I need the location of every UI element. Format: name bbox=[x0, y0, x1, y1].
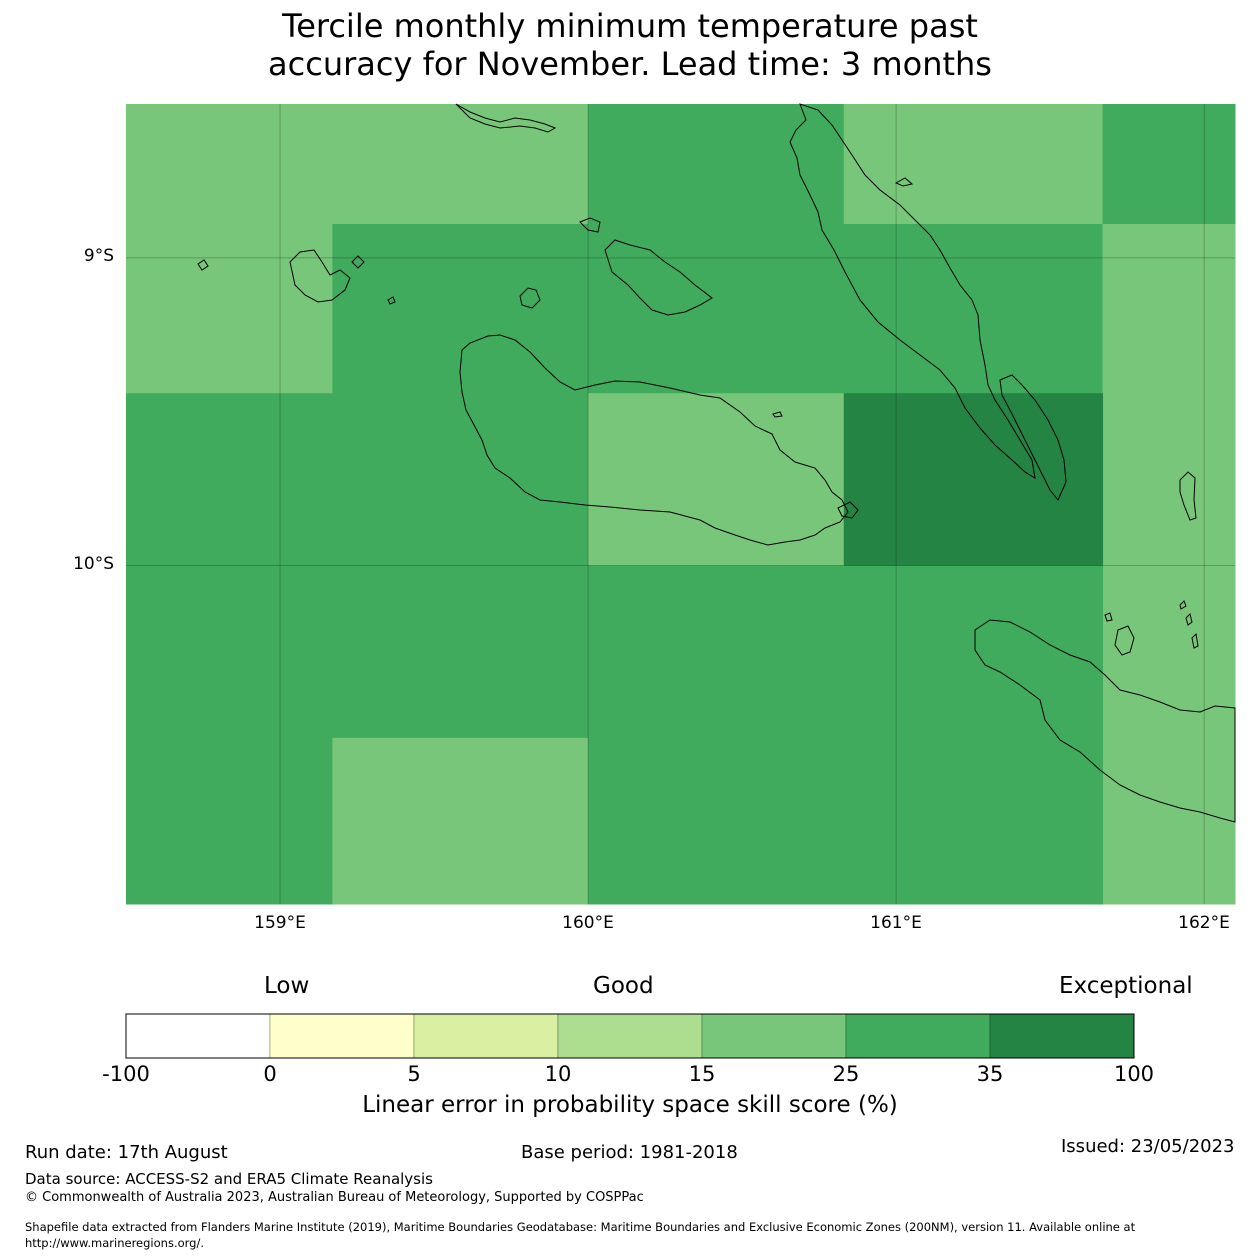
colorbar-category-good: Good bbox=[593, 973, 654, 999]
shapefile-credit-line-1: Shapefile data extracted from Flanders M… bbox=[25, 1220, 1136, 1234]
skill-cell bbox=[588, 393, 845, 567]
lon-label-162e: 162°E bbox=[1178, 913, 1230, 933]
coastline-islet-2 bbox=[197, 259, 209, 271]
colorbar bbox=[125, 1013, 1135, 1059]
colorbar-tick: 10 bbox=[544, 1062, 572, 1086]
coastline-malaita bbox=[789, 103, 1036, 479]
skill-grid-cells bbox=[126, 104, 1236, 905]
skill-cell bbox=[1102, 104, 1236, 225]
skill-cell bbox=[126, 393, 589, 567]
colorbar-label: Linear error in probability space skill … bbox=[362, 1092, 898, 1118]
coastline-islet-4 bbox=[351, 255, 365, 269]
coastline-russell-islands bbox=[519, 287, 541, 309]
coastline-islet-11 bbox=[1185, 613, 1193, 626]
coastline-islet-3 bbox=[387, 296, 396, 305]
colorbar-frame bbox=[125, 1013, 1135, 1059]
coastline-islet-12 bbox=[1191, 632, 1199, 649]
colorbar-bin bbox=[557, 1013, 703, 1059]
lon-label-159e: 159°E bbox=[254, 913, 306, 933]
coastline-islet-1 bbox=[579, 217, 601, 233]
title-line-1: Tercile monthly minimum temperature past bbox=[282, 7, 978, 45]
issued-date: Issued: 23/05/2023 bbox=[1061, 1136, 1235, 1157]
skill-cell bbox=[126, 224, 333, 394]
skill-cell bbox=[332, 565, 589, 739]
colorbar-tick: -100 bbox=[102, 1062, 150, 1086]
colorbar-tick: 25 bbox=[832, 1062, 860, 1086]
colorbar-bin bbox=[413, 1013, 559, 1059]
lat-label-9s: 9°S bbox=[83, 246, 114, 266]
coastline-islet-7 bbox=[837, 501, 859, 519]
colorbar-tick: 35 bbox=[976, 1062, 1004, 1086]
coastline-ulawa bbox=[1179, 471, 1197, 521]
run-date: Run date: 17th August bbox=[25, 1142, 228, 1163]
coastline-guadalcanal bbox=[459, 334, 849, 546]
skill-cell bbox=[126, 104, 589, 225]
colorbar-tick: 0 bbox=[263, 1062, 277, 1086]
lat-label-10s: 10°S bbox=[73, 554, 114, 574]
coastline-islet-9 bbox=[1104, 612, 1113, 622]
colorbar-tick: 15 bbox=[688, 1062, 716, 1086]
colorbar-bin bbox=[845, 1013, 991, 1059]
lon-label-161e: 161°E bbox=[870, 913, 922, 933]
coastline-santa-isabel bbox=[455, 103, 557, 133]
coastline-small-malaita bbox=[999, 374, 1067, 501]
base-period: Base period: 1981-2018 bbox=[521, 1142, 738, 1163]
lon-label-160e: 160°E bbox=[562, 913, 614, 933]
colorbar-bin bbox=[989, 1013, 1135, 1059]
colorbar-tick: 100 bbox=[1113, 1062, 1155, 1086]
coastline-islet-8 bbox=[1114, 625, 1135, 656]
coastline-islet-5 bbox=[894, 177, 914, 187]
skill-cell bbox=[843, 393, 1104, 567]
colorbar-category-exceptional: Exceptional bbox=[1059, 973, 1193, 999]
skill-cell bbox=[332, 737, 589, 905]
coastlines bbox=[197, 103, 1236, 823]
coastline-islet-10 bbox=[1179, 600, 1187, 610]
skill-cell bbox=[126, 565, 333, 905]
coastline-makira bbox=[974, 619, 1236, 823]
skill-cell bbox=[588, 565, 1104, 905]
colorbar-bin bbox=[125, 1013, 271, 1059]
copyright: © Commonwealth of Australia 2023, Austra… bbox=[25, 1190, 644, 1205]
colorbar-bin bbox=[269, 1013, 415, 1059]
skill-cell bbox=[843, 104, 1104, 225]
skill-cell bbox=[843, 224, 1104, 394]
data-source: Data source: ACCESS-S2 and ERA5 Climate … bbox=[25, 1170, 433, 1188]
graticule bbox=[126, 104, 1235, 904]
coastline-islet-6 bbox=[772, 411, 783, 418]
colorbar-tick: 5 bbox=[407, 1062, 421, 1086]
coastline-florida-islands bbox=[604, 239, 713, 316]
skill-cell bbox=[1102, 224, 1236, 905]
skill-cell bbox=[588, 104, 845, 394]
colorbar-bin bbox=[701, 1013, 847, 1059]
title-line-2: accuracy for November. Lead time: 3 mont… bbox=[268, 45, 992, 83]
shapefile-credit-line-2: http://www.marineregions.org/. bbox=[25, 1236, 204, 1250]
colorbar-category-low: Low bbox=[264, 973, 310, 999]
coastline-new-georgia bbox=[289, 249, 351, 303]
